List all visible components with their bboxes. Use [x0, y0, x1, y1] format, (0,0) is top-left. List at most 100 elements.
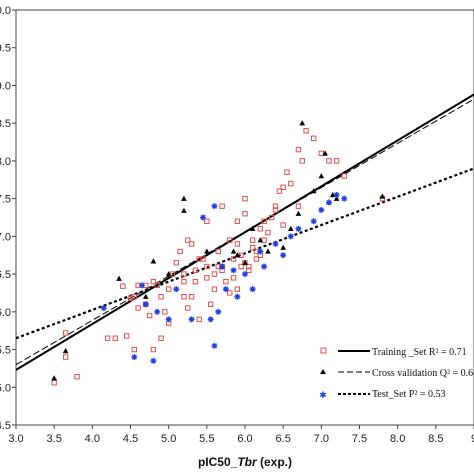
cross-validation-point — [265, 248, 271, 254]
training-point — [177, 248, 183, 255]
training-point — [261, 218, 267, 224]
training-point — [123, 333, 130, 339]
cross-validation-point — [230, 248, 237, 254]
training-point — [333, 158, 340, 164]
x-tick-label: 3.5 — [47, 433, 62, 445]
training-point — [280, 184, 286, 191]
training-point — [204, 218, 210, 224]
cross-validation-point — [165, 271, 172, 277]
y-tick-label: 9.5 — [0, 43, 11, 55]
cross-validation-point — [329, 191, 336, 198]
y-tick-label: 5.5 — [0, 345, 11, 357]
y-tick-label: 8.0 — [0, 156, 11, 168]
training-point — [242, 195, 248, 202]
training-point — [150, 346, 157, 353]
training-point — [284, 169, 290, 175]
training-point — [158, 335, 164, 341]
test-point — [150, 357, 157, 364]
training-point — [269, 214, 275, 221]
legend-test-label: Test_Set P² = 0.53 — [372, 389, 446, 400]
training-point — [162, 309, 168, 315]
legend-training-label: Training _Set R² = 0.71 — [372, 347, 467, 358]
y-tick-label: 9.0 — [0, 80, 11, 92]
test-point — [318, 206, 325, 213]
y-tick-label: 8.5 — [0, 118, 11, 130]
test-point — [188, 316, 195, 323]
training-point — [211, 286, 218, 292]
training-point — [131, 346, 138, 353]
training-point — [154, 282, 160, 289]
training-point — [185, 237, 191, 243]
training-point — [211, 271, 218, 277]
test-point — [280, 252, 287, 259]
cross-validation-point — [295, 210, 302, 216]
test-point — [295, 225, 302, 232]
test-point — [287, 233, 294, 240]
training-point — [280, 222, 286, 228]
training-point — [318, 150, 325, 157]
training-point — [230, 256, 237, 262]
training-point — [204, 275, 210, 281]
test-point — [131, 354, 138, 361]
training-point — [341, 173, 347, 179]
cross-validation-point — [51, 375, 57, 381]
training-point — [169, 271, 176, 277]
x-tick-label: 5.0 — [161, 433, 176, 445]
x-tick-label: 6.5 — [276, 433, 291, 445]
training-point — [223, 278, 229, 285]
legend: Training _Set R² = 0.71 Cross validation… — [319, 347, 474, 401]
training-point — [234, 218, 241, 224]
training-point — [295, 203, 302, 209]
cross-validation-point — [204, 248, 210, 254]
test-point — [272, 240, 279, 247]
training-point — [230, 275, 237, 281]
training-point — [215, 248, 221, 255]
training-point — [200, 256, 206, 262]
training-point — [249, 244, 256, 251]
test-point — [165, 316, 172, 323]
training-point — [192, 267, 199, 274]
test-point — [310, 218, 317, 225]
test-point — [173, 286, 180, 293]
training-point — [192, 278, 199, 285]
cross-validation-point — [242, 259, 248, 265]
cross-validation-point — [181, 207, 187, 213]
cross-validation-point — [234, 252, 241, 258]
y-tick-label: 6.0 — [0, 307, 11, 319]
training-point — [165, 286, 172, 292]
test-point — [222, 286, 229, 293]
training-point — [238, 252, 244, 258]
training-point — [276, 188, 283, 194]
x-tick-label: 5.5 — [199, 433, 214, 445]
test-point — [154, 308, 161, 315]
test-point — [207, 316, 214, 323]
test-point — [257, 248, 264, 255]
training-point — [303, 128, 309, 134]
training-point — [173, 260, 180, 266]
training-point — [242, 211, 248, 217]
training-point — [227, 290, 233, 296]
test-point — [142, 301, 149, 308]
training-point — [158, 294, 164, 300]
cross-validation-point — [288, 225, 294, 232]
training-point — [135, 305, 141, 311]
test-point — [325, 199, 332, 206]
cross-validation-point — [150, 258, 157, 264]
training-point — [188, 241, 195, 247]
training-point — [131, 294, 138, 300]
cross-validation-point — [280, 244, 286, 250]
test-point — [211, 342, 218, 349]
cross-validation-point — [322, 150, 328, 156]
training-point — [104, 335, 111, 341]
training-point — [112, 335, 118, 341]
training-point — [146, 312, 153, 319]
cross-validation-point — [379, 193, 386, 199]
training-point — [127, 295, 134, 301]
cross-validation-point — [142, 293, 149, 299]
cross-validation-point — [181, 195, 187, 201]
regression-lines — [16, 93, 474, 371]
test-point — [249, 286, 256, 293]
test-point — [341, 195, 348, 202]
test-point — [333, 191, 340, 198]
